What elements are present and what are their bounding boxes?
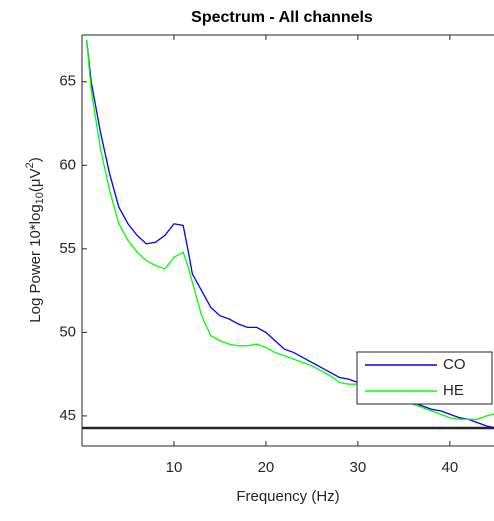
axes-box: [81, 34, 494, 447]
x-tick-label: 20: [258, 459, 275, 476]
x-tick-label: 10: [166, 459, 183, 476]
plot-area: [85, 39, 494, 429]
series-line: [85, 39, 494, 420]
series-line: [85, 39, 494, 429]
x-axis-label: Frequency (Hz): [236, 488, 339, 505]
legend-label: CO: [443, 356, 466, 373]
y-axis-label: Log Power 10*log10(μV2): [24, 157, 46, 322]
chart-title: Spectrum - All channels: [191, 9, 373, 26]
y-tick-label: 55: [59, 240, 76, 257]
x-tick-label: 30: [350, 459, 367, 476]
legend-box: [356, 351, 493, 405]
legend-label: HE: [443, 382, 464, 399]
x-tick-label: 40: [442, 459, 459, 476]
y-tick-label: 60: [59, 156, 76, 173]
y-tick-label: 50: [59, 323, 76, 340]
y-tick-label: 65: [59, 73, 76, 90]
y-tick-label: 45: [59, 407, 76, 424]
